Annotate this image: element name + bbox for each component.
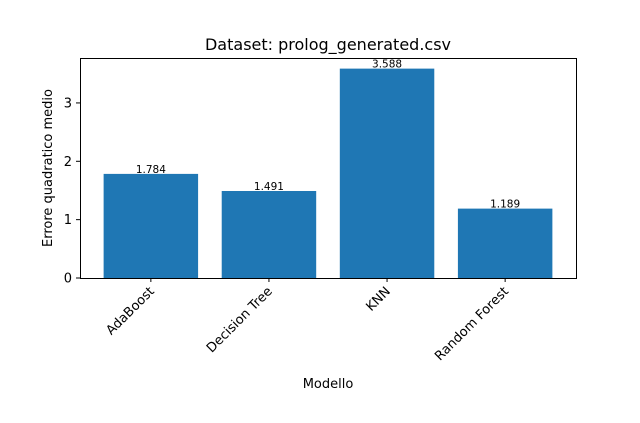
- value-label: 1.491: [254, 181, 284, 193]
- y-axis: 0 1 2 3: [64, 96, 80, 287]
- chart-title: Dataset: prolog_generated.csv: [205, 35, 451, 55]
- value-label: 1.784: [136, 164, 166, 176]
- bar-decision-tree: [221, 190, 317, 278]
- y-tick-label: 3: [64, 96, 72, 111]
- y-axis-label: Errore quadratico medio: [41, 89, 56, 247]
- plot-frame: [80, 58, 577, 279]
- x-tick-label: AdaBoost: [104, 284, 158, 338]
- value-labels-group: 1.784 1.491 3.588 1.189: [136, 59, 520, 211]
- y-tick-label: 0: [64, 272, 72, 287]
- x-axis-label: Modello: [303, 377, 354, 392]
- y-tick-label: 1: [64, 213, 72, 228]
- bar-knn: [339, 68, 435, 278]
- value-label: 3.588: [372, 59, 402, 71]
- bars-group: [103, 68, 553, 278]
- x-tick-label: KNN: [363, 284, 393, 314]
- bar-adaboost: [103, 173, 199, 278]
- x-tick-label: Random Forest: [432, 284, 512, 364]
- x-tick-label: Decision Tree: [204, 284, 276, 356]
- y-tick-label: 2: [64, 155, 72, 170]
- x-axis: AdaBoost Decision Tree KNN Random Forest: [104, 278, 512, 364]
- bar-random-forest: [457, 208, 553, 278]
- value-label: 1.189: [490, 199, 520, 211]
